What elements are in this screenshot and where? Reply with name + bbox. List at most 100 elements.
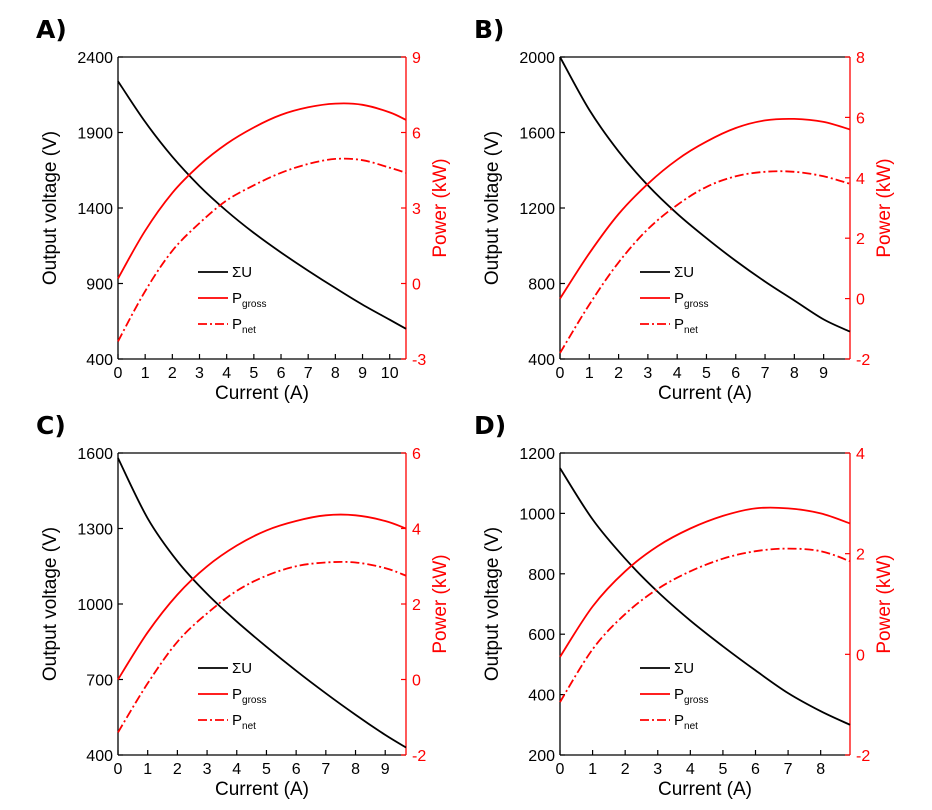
legend-label-main: P bbox=[674, 686, 684, 703]
voltage-series-line bbox=[559, 467, 851, 726]
y2-tick-label: 0 bbox=[856, 292, 865, 309]
y-tick-label: 600 bbox=[528, 627, 555, 644]
y2-tick-label: 9 bbox=[412, 50, 421, 67]
x-axis-title: Current (A) bbox=[215, 779, 309, 800]
x-tick-label: 6 bbox=[292, 761, 301, 778]
y2-axis-title: Power (kW) bbox=[874, 158, 895, 257]
chart-panel-4: D)0 1 2 3 4 5 6 7 820040060080010001200-2024Curr… bbox=[474, 411, 895, 800]
x-tick-label: 6 bbox=[731, 365, 740, 382]
x-tick-label: 7 bbox=[761, 365, 770, 382]
x-tick-label: 7 bbox=[321, 761, 330, 778]
y-axis-title: Output voltage (V) bbox=[40, 131, 61, 285]
legend-label-main: P bbox=[232, 686, 242, 703]
x-tick-label: 0 bbox=[556, 365, 565, 382]
panel-label: B) bbox=[474, 15, 504, 44]
legend-label-subscript: net bbox=[684, 721, 698, 732]
x-tick-label: 10 bbox=[381, 365, 399, 382]
y-axis-title: Output voltage (V) bbox=[482, 131, 503, 285]
legend-label: Pgross bbox=[674, 686, 708, 706]
y2-tick-label: -2 bbox=[412, 748, 426, 765]
panel-label: C) bbox=[36, 411, 66, 440]
y-tick-label: 1600 bbox=[77, 446, 113, 463]
legend-label-main: P bbox=[674, 290, 684, 307]
legend-label: ΣU bbox=[232, 264, 252, 281]
legend-label-subscript: gross bbox=[684, 695, 708, 706]
y-axis-title: Output voltage (V) bbox=[40, 527, 61, 681]
x-tick-label: 2 bbox=[621, 761, 630, 778]
x-tick-label: 3 bbox=[653, 761, 662, 778]
y-tick-label: 1000 bbox=[77, 597, 113, 614]
legend-label: ΣU bbox=[232, 660, 252, 677]
y-tick-label: 2000 bbox=[519, 50, 555, 67]
legend-label-main: ΣU bbox=[674, 660, 694, 677]
voltage-series-line bbox=[117, 457, 407, 749]
y2-tick-label: 6 bbox=[412, 126, 421, 143]
y2-axis-title: Power (kW) bbox=[874, 554, 895, 653]
x-tick-label: 8 bbox=[331, 365, 340, 382]
net-power-series-line bbox=[559, 170, 851, 354]
y2-axis-title: Power (kW) bbox=[430, 554, 451, 653]
legend-label: Pnet bbox=[232, 316, 256, 336]
x-tick-label: 7 bbox=[304, 365, 313, 382]
x-tick-label: 4 bbox=[673, 365, 682, 382]
x-tick-label: 1 bbox=[585, 365, 594, 382]
y-tick-label: 400 bbox=[86, 352, 113, 369]
panel-label: A) bbox=[36, 15, 67, 44]
legend-label: Pgross bbox=[232, 686, 266, 706]
x-tick-label: 8 bbox=[816, 761, 825, 778]
y2-tick-label: 6 bbox=[412, 446, 421, 463]
x-tick-label: 9 bbox=[819, 365, 828, 382]
chart-panel-2: B) 0 1 2 3 4 5 6 7 8 9 400 800 1200 1600 2000 -2 0 2 4 6 8 Cur… bbox=[474, 15, 895, 404]
x-tick-label: 2 bbox=[168, 365, 177, 382]
legend-label: Pgross bbox=[674, 290, 708, 310]
x-tick-label: 0 bbox=[114, 761, 123, 778]
x-tick-label: 3 bbox=[195, 365, 204, 382]
x-axis-title: Current (A) bbox=[658, 383, 752, 404]
legend-label-main: P bbox=[232, 712, 242, 729]
chart-panel-3: C)0 1 2 3 4 5 6 7 8 9400700100013001600-20246Curr… bbox=[36, 411, 451, 800]
x-tick-label: 0 bbox=[114, 365, 123, 382]
net-power-series-line bbox=[117, 157, 407, 342]
y-tick-label: 1200 bbox=[519, 201, 555, 218]
legend-label-subscript: gross bbox=[242, 299, 266, 310]
y2-tick-label: -2 bbox=[856, 352, 870, 369]
x-tick-label: 3 bbox=[643, 365, 652, 382]
x-tick-label: 0 bbox=[556, 761, 565, 778]
legend-label: Pnet bbox=[674, 316, 698, 336]
y-tick-label: 1200 bbox=[519, 446, 555, 463]
legend-label-subscript: net bbox=[684, 325, 698, 336]
x-axis-title: Current (A) bbox=[215, 383, 309, 404]
gross-power-series-line bbox=[117, 102, 407, 279]
y2-tick-label: 0 bbox=[412, 277, 421, 294]
y-tick-label: 400 bbox=[528, 352, 555, 369]
y-tick-label: 200 bbox=[528, 748, 555, 765]
y-tick-label: 1300 bbox=[77, 522, 113, 539]
x-tick-label: 7 bbox=[784, 761, 793, 778]
x-axis-title: Current (A) bbox=[658, 779, 752, 800]
legend-label: ΣU bbox=[674, 264, 694, 281]
x-tick-label: 1 bbox=[588, 761, 597, 778]
y-tick-label: 1900 bbox=[77, 126, 113, 143]
y-tick-label: 1000 bbox=[519, 506, 555, 523]
y2-tick-label: 6 bbox=[856, 110, 865, 127]
legend-label-main: ΣU bbox=[232, 660, 252, 677]
x-tick-label: 8 bbox=[790, 365, 799, 382]
y2-tick-label: 4 bbox=[412, 522, 421, 539]
net-power-series-line bbox=[559, 547, 851, 703]
x-tick-label: 4 bbox=[686, 761, 695, 778]
x-tick-label: 6 bbox=[751, 761, 760, 778]
gross-power-series-line bbox=[559, 506, 851, 658]
x-tick-label: 9 bbox=[358, 365, 367, 382]
legend-label: ΣU bbox=[674, 660, 694, 677]
gross-power-series-line bbox=[117, 513, 407, 680]
gross-power-series-line bbox=[559, 117, 851, 300]
y-tick-label: 400 bbox=[528, 688, 555, 705]
y-axis-title: Output voltage (V) bbox=[482, 527, 503, 681]
legend-label-main: P bbox=[674, 712, 684, 729]
x-tick-label: 5 bbox=[249, 365, 258, 382]
y-tick-label: 1400 bbox=[77, 201, 113, 218]
x-tick-label: 5 bbox=[262, 761, 271, 778]
x-tick-label: 6 bbox=[277, 365, 286, 382]
legend-label-main: ΣU bbox=[674, 264, 694, 281]
